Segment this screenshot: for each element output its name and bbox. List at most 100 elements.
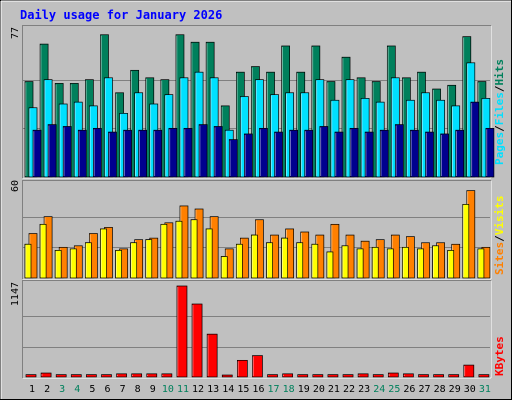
kbytes-bar-22 [342,374,354,378]
pages-bar-1 [32,129,42,178]
kbytes-bar-4 [70,374,82,378]
visits-bar-21 [330,223,340,279]
pages-bar-2 [47,124,57,178]
kbytes-bar-7 [116,373,127,378]
sites-bar-front-6 [100,228,107,279]
kbytes-bar-15 [237,359,248,378]
kbytes-bar-8 [131,373,143,378]
legend-pages-files-hits-part: / [493,125,506,132]
sites-bar-front-16 [251,234,258,279]
legend-kbytes-part: KBytes [493,336,506,376]
pages-bar-30 [470,101,480,178]
day-label-1: 1 [29,384,35,395]
pages-bar-31 [485,127,495,178]
day-label-18: 18 [283,384,295,395]
kbytes-bar-27 [418,374,429,378]
scale-label-kbytes: 1147 [10,282,21,306]
kbytes-bar-12 [191,303,203,378]
day-label-11: 11 [177,384,189,395]
pages-bar-14 [228,139,238,178]
scale-label-visits: 60 [10,180,21,192]
kbytes-bar-5 [86,374,97,378]
kbytes-bar-26 [403,373,414,378]
sites-bar-front-29 [447,250,455,279]
sites-bar-front-5 [85,242,92,279]
day-label-8: 8 [135,384,141,395]
kbytes-bar-16 [252,355,263,378]
kbytes-bar-9 [146,373,158,378]
day-label-24: 24 [373,384,385,395]
day-label-10: 10 [162,384,174,395]
legend-sites-visits-part: Visits [493,196,506,236]
pages-bar-27 [425,131,434,178]
day-label-28: 28 [434,384,446,395]
kbytes-bar-24 [372,374,384,378]
day-label-27: 27 [418,384,430,395]
day-label-9: 9 [150,384,156,395]
pages-bar-11 [183,127,193,178]
pages-bar-3 [62,126,72,178]
kbytes-bar-23 [357,373,369,378]
pages-bar-8 [138,129,148,178]
sites-bar-front-13 [205,228,213,279]
sites-bar-front-21 [326,251,334,279]
sites-bar-front-3 [54,250,62,279]
pages-bar-7 [123,129,132,178]
sites-bar-front-18 [281,237,288,279]
legend-sites-visits-part: Sites [493,242,506,275]
kbytes-bar-1 [25,374,37,378]
pages-bar-18 [289,129,298,178]
sites-bar-front-1 [24,243,32,279]
day-label-6: 6 [104,384,110,395]
kbytes-bar-18 [282,373,293,378]
legend-pages-files-hits-part: / [493,85,506,92]
day-label-2: 2 [44,384,50,395]
kbytes-bar-10 [161,373,173,378]
day-label-4: 4 [74,384,80,395]
scale-label-hits: 77 [10,27,21,39]
day-label-15: 15 [237,384,249,395]
legend-kbytes: KBytes [493,336,506,376]
legend-pages-files-hits-part: Files [493,92,506,125]
sites-bar-front-14 [220,256,228,279]
kbytes-bar-6 [101,374,112,378]
day-label-3: 3 [59,384,65,395]
pages-bar-5 [93,127,102,178]
sites-bar-front-30 [462,204,470,279]
kbytes-bar-25 [387,372,399,378]
kbytes-bar-19 [297,374,309,378]
sites-bar-front-4 [69,248,77,279]
pages-bar-28 [440,133,449,178]
pages-bar-26 [410,129,419,178]
kbytes-bar-2 [40,372,52,378]
day-label-5: 5 [89,384,95,395]
sites-bar-front-24 [371,246,379,279]
legend-pages-files-hits-part: Hits [493,59,506,86]
day-label-30: 30 [464,384,476,395]
pages-bar-12 [198,124,208,178]
pages-bar-4 [77,129,87,178]
legend-pages-files-hits-part: Pages [493,132,506,165]
sites-bar-front-2 [39,223,47,279]
sites-bar-front-11 [175,220,183,279]
day-label-14: 14 [222,384,234,395]
pages-bar-6 [108,131,117,178]
day-label-23: 23 [358,384,370,395]
kbytes-bar-14 [221,374,233,378]
sites-bar-front-8 [130,242,138,279]
day-label-26: 26 [403,384,415,395]
legend-pages-files-hits: Pages/Files/Hits [493,59,506,165]
pages-bar-29 [455,129,465,178]
pages-bar-22 [349,127,359,178]
pages-bar-15 [244,133,253,178]
kbytes-bar-21 [327,374,339,378]
sites-bar-front-17 [266,242,273,279]
sites-bar-front-20 [311,243,319,279]
day-label-13: 13 [207,384,219,395]
kbytes-bar-29 [448,374,460,378]
sites-bar-front-28 [432,245,439,279]
day-label-21: 21 [328,384,340,395]
kbytes-bar-17 [267,374,278,378]
pages-bar-17 [274,131,283,178]
